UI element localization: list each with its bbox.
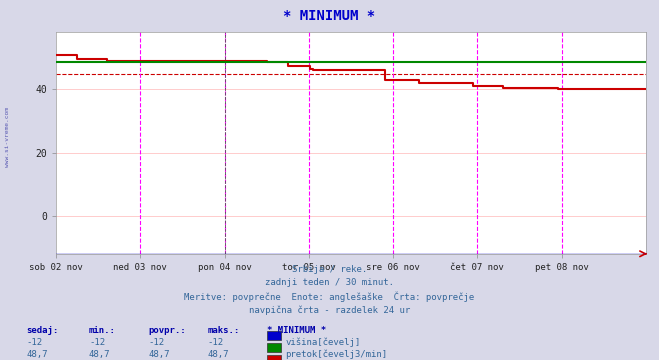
Text: min.:: min.:	[89, 326, 116, 335]
Text: www.si-vreme.com: www.si-vreme.com	[5, 107, 11, 167]
Text: Meritve: povprečne  Enote: anglešaške  Črta: povprečje: Meritve: povprečne Enote: anglešaške Črt…	[185, 292, 474, 302]
Text: navpična črta - razdelek 24 ur: navpična črta - razdelek 24 ur	[249, 306, 410, 315]
Text: -12: -12	[26, 338, 42, 347]
Text: 48,7: 48,7	[26, 350, 48, 359]
Text: -12: -12	[208, 338, 223, 347]
Text: sedaj:: sedaj:	[26, 326, 59, 335]
Text: Srbija / reke.: Srbija / reke.	[292, 265, 367, 274]
Text: zadnji teden / 30 minut.: zadnji teden / 30 minut.	[265, 278, 394, 287]
Text: * MINIMUM *: * MINIMUM *	[267, 326, 326, 335]
Text: maks.:: maks.:	[208, 326, 240, 335]
Text: -12: -12	[148, 338, 164, 347]
Text: * MINIMUM *: * MINIMUM *	[283, 9, 376, 23]
Text: višina[čevelj]: višina[čevelj]	[285, 338, 360, 347]
Text: povpr.:: povpr.:	[148, 326, 186, 335]
Text: 48,7: 48,7	[208, 350, 229, 359]
Text: 48,7: 48,7	[148, 350, 170, 359]
Text: -12: -12	[89, 338, 105, 347]
Text: pretok[čevelj3/min]: pretok[čevelj3/min]	[285, 350, 387, 359]
Text: 48,7: 48,7	[89, 350, 111, 359]
